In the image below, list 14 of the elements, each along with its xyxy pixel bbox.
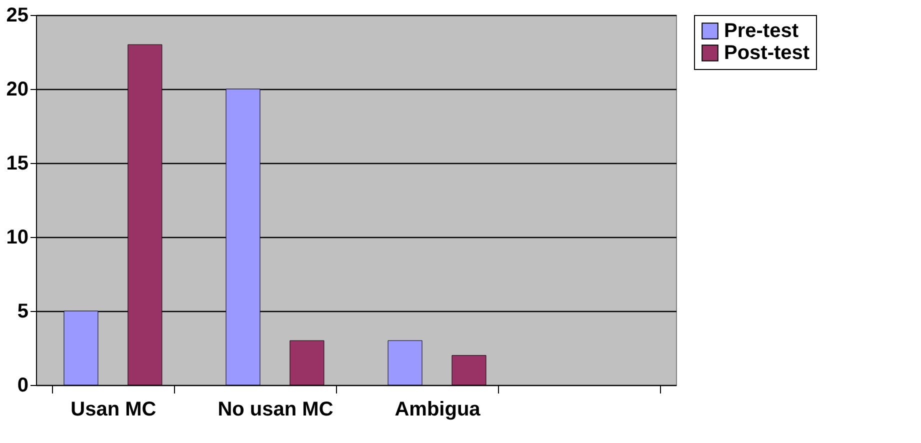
y-tick-label: 15 <box>6 152 28 174</box>
bar <box>388 340 422 386</box>
y-tick-label: 20 <box>6 78 28 100</box>
x-tick-label: Usan MC <box>70 398 156 420</box>
x-tick-label: No usan MC <box>218 398 334 420</box>
bar <box>452 355 486 386</box>
y-tick-label: 25 <box>6 4 28 26</box>
x-tick-label: Ambigua <box>394 398 482 420</box>
y-tick-label: 0 <box>17 374 28 396</box>
y-tick-label: 5 <box>17 300 28 322</box>
legend-label: Pre-test <box>724 20 799 42</box>
bar <box>290 340 324 386</box>
legend-label: Post-test <box>724 42 810 64</box>
y-tick-label: 10 <box>6 226 28 248</box>
